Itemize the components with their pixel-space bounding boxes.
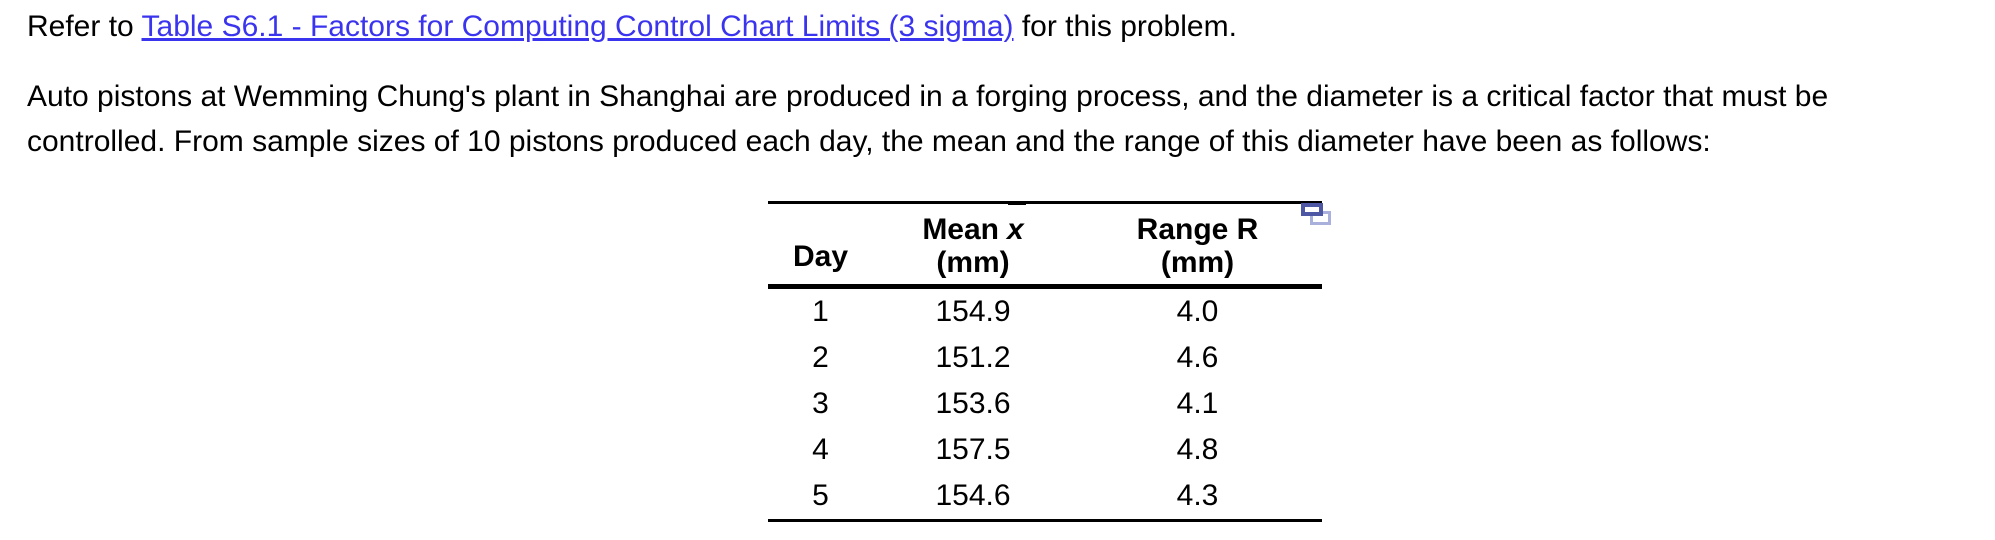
range-cell: 4.6 bbox=[1176, 341, 1219, 374]
problem-line-2: controlled. From sample sizes of 10 pist… bbox=[27, 125, 1711, 158]
range-unit-label: (mm) bbox=[1160, 246, 1235, 279]
table-header-row: Day Mean x (mm) Range R (mm) bbox=[768, 201, 1322, 289]
table-s6-link[interactable]: Table S6.1 - Factors for Computing Contr… bbox=[141, 10, 1014, 43]
mean-cell: 151.2 bbox=[935, 341, 1011, 374]
table-row: 5 154.6 4.3 bbox=[768, 473, 1322, 521]
day-column-header: Day bbox=[768, 202, 873, 289]
refer-line: Refer to Table S6.1 - Factors for Comput… bbox=[27, 8, 1995, 46]
mean-cell: 157.5 bbox=[935, 433, 1011, 466]
table-row: 3 153.6 4.1 bbox=[768, 381, 1322, 427]
problem-line-1: Auto pistons at Wemming Chung's plant in… bbox=[27, 80, 1829, 113]
range-cell: 4.0 bbox=[1176, 295, 1219, 328]
day-cell: 1 bbox=[812, 295, 829, 328]
day-cell: 5 bbox=[812, 479, 829, 512]
copy-icon[interactable] bbox=[1301, 203, 1343, 235]
table-row: 4 157.5 4.8 bbox=[768, 427, 1322, 473]
day-cell: 3 bbox=[812, 387, 829, 420]
mean-label: Mean bbox=[922, 213, 999, 246]
mean-unit-label: (mm) bbox=[936, 246, 1010, 279]
day-cell: 2 bbox=[812, 341, 829, 374]
range-cell: 4.8 bbox=[1176, 433, 1219, 466]
refer-prefix: Refer to bbox=[27, 10, 142, 43]
mean-cell: 154.6 bbox=[935, 479, 1011, 512]
table-row: 1 154.9 4.0 bbox=[768, 287, 1322, 336]
piston-diameter-table: Day Mean x (mm) Range R (mm) 1 154.9 4.0 … bbox=[768, 201, 1322, 522]
table-row: 2 151.2 4.6 bbox=[768, 335, 1322, 381]
mean-cell: 154.9 bbox=[935, 295, 1011, 328]
refer-suffix: for this problem. bbox=[1013, 10, 1237, 43]
data-table-section: Day Mean x (mm) Range R (mm) 1 154.9 4.0 … bbox=[768, 201, 1331, 522]
range-label: Range R bbox=[1136, 213, 1259, 246]
mean-header-line1: Mean x bbox=[873, 201, 1073, 246]
range-column-header: Range R (mm) bbox=[1073, 202, 1322, 289]
day-cell: 4 bbox=[812, 433, 829, 466]
range-cell: 4.3 bbox=[1176, 479, 1219, 512]
copy-icon-front-rect bbox=[1301, 203, 1323, 216]
mean-cell: 153.6 bbox=[935, 387, 1011, 420]
mean-column-header: Mean x (mm) bbox=[873, 201, 1073, 289]
problem-statement: Auto pistons at Wemming Chung's plant in… bbox=[27, 74, 1995, 164]
x-bar-symbol: x bbox=[1007, 201, 1026, 246]
range-cell: 4.1 bbox=[1176, 387, 1219, 420]
